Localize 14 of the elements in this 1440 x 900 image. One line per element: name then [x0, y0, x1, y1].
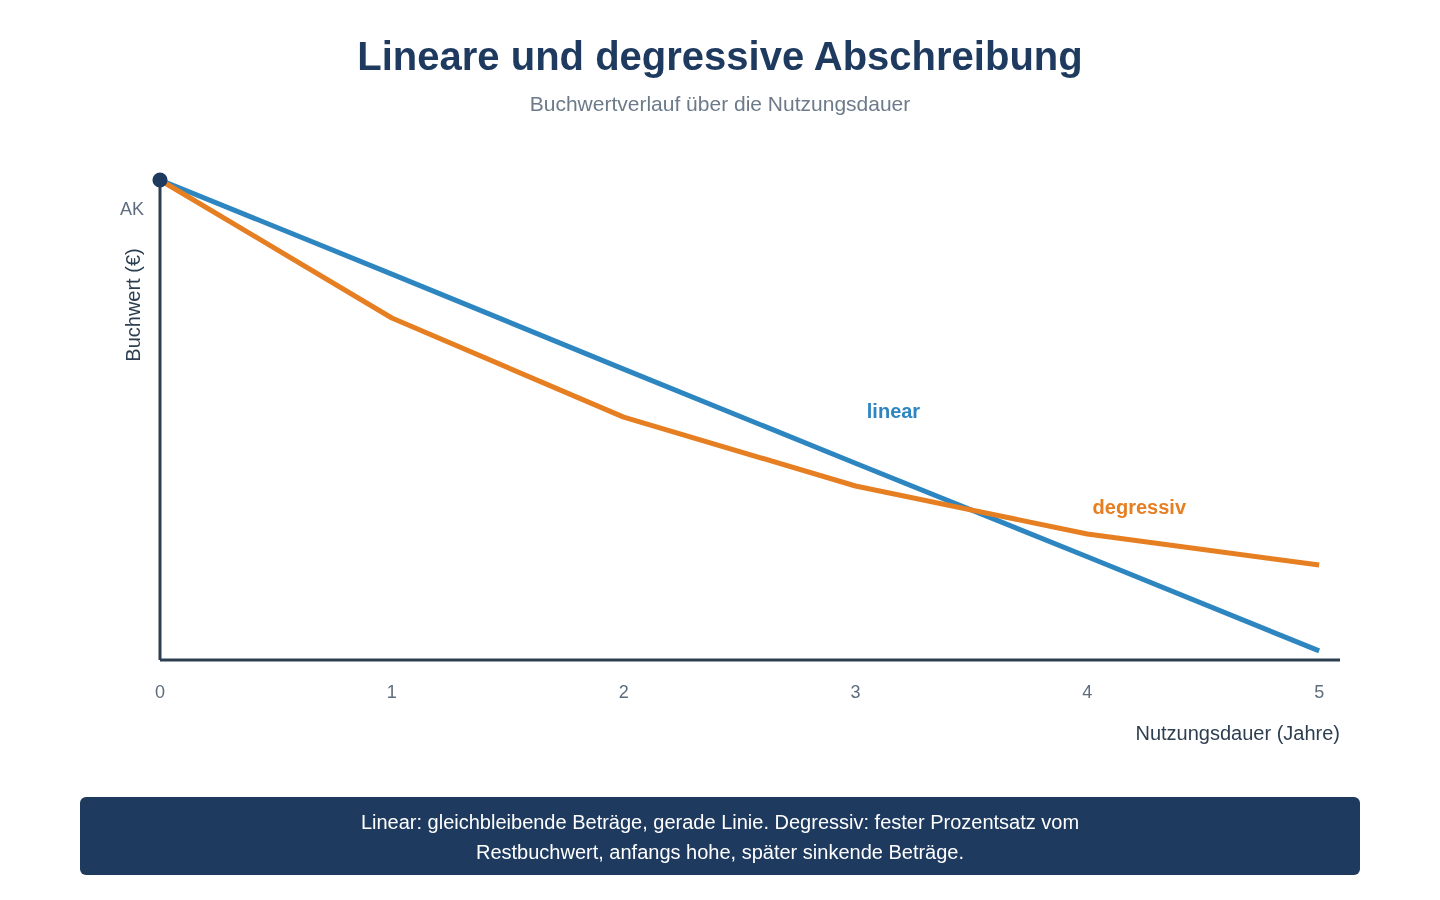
x-tick-label: 4: [1082, 682, 1093, 702]
x-tick-label: 1: [386, 682, 397, 702]
x-tick-label: 5: [1314, 682, 1325, 702]
chart-title: Lineare und degressive Abschreibung: [357, 34, 1083, 78]
y-axis-title: Buchwert (€): [122, 248, 144, 362]
annotation: AK: [119, 199, 144, 219]
x-tick-label: 2: [618, 682, 629, 702]
x-tick-label: 0: [154, 682, 166, 702]
text: Linear: gleichbleibende Beträge, gerade Linie. Degressiv: fester Prozentsatz vom Restbuchwert, anfangs hohe, später sinkende Beträge.: [360, 811, 1080, 863]
chart-subtitle: Buchwertverlauf über die Nutzungsdauer: [529, 92, 911, 115]
text: linear: [866, 400, 921, 423]
x-tick-label: 3: [850, 682, 861, 702]
x-axis-title: Nutzungsdauer (Jahre): [1135, 722, 1340, 744]
series-label: degressiv: [1092, 496, 1187, 518]
